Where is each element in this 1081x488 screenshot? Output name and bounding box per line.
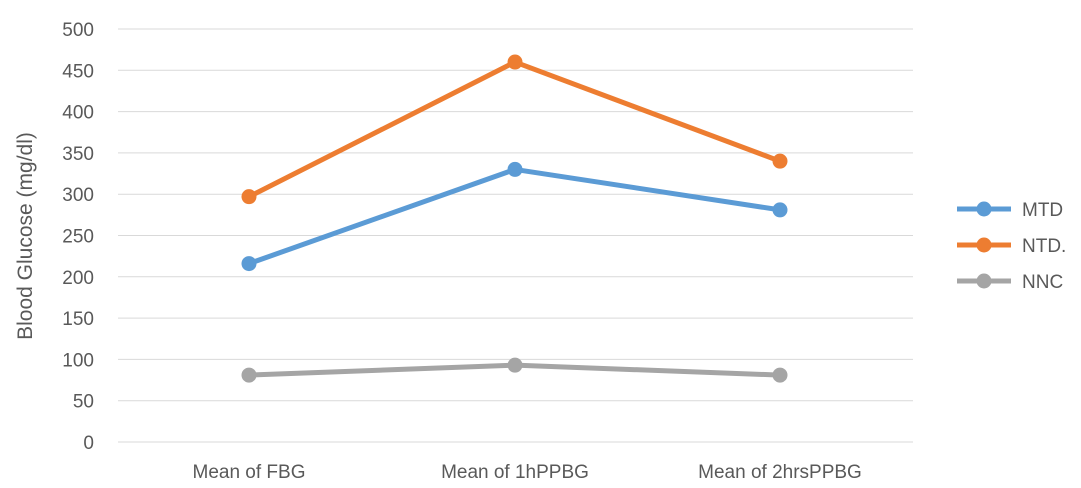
y-tick-label: 150 bbox=[62, 309, 94, 330]
series-line bbox=[246, 166, 783, 267]
x-axis-tick-labels: Mean of FBG Mean of 1hPPBG Mean of 2hrsPPB… bbox=[193, 462, 862, 483]
data-point bbox=[507, 161, 523, 177]
y-tick-label: 450 bbox=[62, 61, 94, 82]
data-point bbox=[507, 357, 523, 373]
data-point bbox=[241, 367, 257, 383]
legend-label: NTD. bbox=[1022, 236, 1066, 257]
series-mtd bbox=[241, 161, 788, 272]
y-tick-label: 250 bbox=[62, 227, 94, 248]
data-point bbox=[772, 202, 788, 218]
data-point bbox=[772, 367, 788, 383]
legend-item: NNC bbox=[957, 272, 1063, 293]
data-point bbox=[772, 153, 788, 169]
y-axis-tick-labels: 0 50 100 150 200 250 300 350 400 450 500 bbox=[62, 20, 94, 454]
y-tick-label: 400 bbox=[62, 103, 94, 124]
y-tick-label: 500 bbox=[62, 20, 94, 41]
legend-item: MTD bbox=[957, 200, 1063, 221]
legend-marker bbox=[976, 273, 992, 289]
legend-label: MTD bbox=[1022, 200, 1063, 221]
y-tick-label: 200 bbox=[62, 268, 94, 289]
data-point bbox=[507, 54, 523, 70]
series-lines bbox=[241, 54, 788, 383]
x-tick-label: Mean of 2hrsPPBG bbox=[698, 462, 862, 483]
y-tick-label: 350 bbox=[62, 144, 94, 165]
series-ntd bbox=[241, 54, 788, 205]
data-point bbox=[241, 189, 257, 205]
series-nnc bbox=[241, 357, 788, 383]
legend-marker bbox=[976, 237, 992, 253]
legend-marker bbox=[976, 201, 992, 217]
legend-label: NNC bbox=[1022, 272, 1063, 293]
legend: MTD NTD. NNC bbox=[957, 200, 1066, 293]
x-tick-label: Mean of 1hPPBG bbox=[441, 462, 589, 483]
legend-item: NTD. bbox=[957, 236, 1066, 257]
gridlines bbox=[118, 28, 913, 443]
y-tick-label: 100 bbox=[62, 350, 94, 371]
y-tick-label: 50 bbox=[73, 392, 94, 413]
y-axis-title: Blood Glucose (mg/dl) bbox=[14, 132, 37, 340]
y-tick-label: 0 bbox=[83, 433, 94, 454]
data-point bbox=[241, 256, 257, 272]
y-tick-label: 300 bbox=[62, 185, 94, 206]
x-tick-label: Mean of FBG bbox=[193, 462, 306, 483]
